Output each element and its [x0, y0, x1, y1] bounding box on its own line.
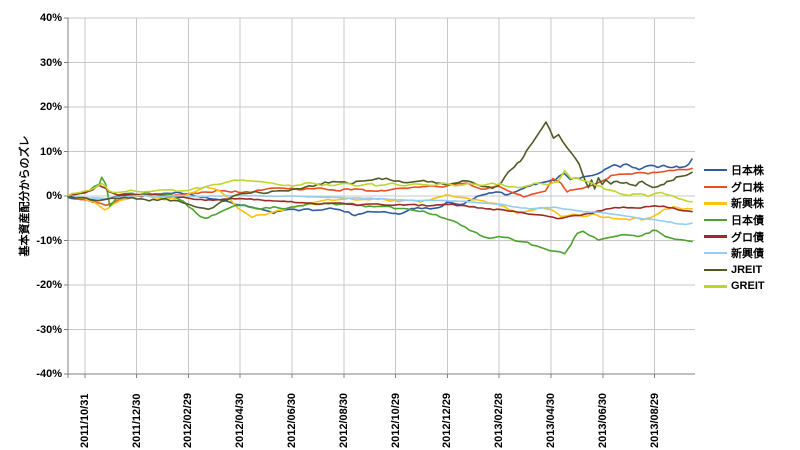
x-tick-label: 2012/08/30 [337, 392, 350, 448]
x-tick-label: 2012/06/30 [286, 392, 299, 448]
y-tick-label: -40% [36, 368, 62, 380]
legend-swatch-icon [704, 285, 727, 288]
legend-swatch-icon [704, 268, 727, 272]
legend-swatch-icon [704, 202, 727, 205]
legend-label: グロ債 [731, 231, 764, 244]
series-line-GREIT [67, 169, 693, 203]
series-line-新興債 [67, 194, 693, 226]
x-tick-label: 2013/08/29 [648, 392, 661, 448]
legend-label: グロ株 [731, 181, 764, 194]
y-tick-label: 0% [46, 190, 62, 202]
y-tick-label: 20% [39, 101, 62, 113]
legend-label: 新興債 [731, 248, 764, 261]
series-line-新興株 [67, 185, 693, 221]
legend-swatch-icon [704, 185, 727, 189]
legend-swatch-icon [704, 252, 727, 255]
legend-swatch-icon [704, 169, 727, 172]
series-line-日本債 [67, 176, 693, 255]
legend-swatch-icon [704, 218, 727, 222]
x-tick-label: 2012/02/29 [182, 392, 195, 448]
legend-item-グロ債: グロ債 [704, 228, 765, 245]
legend-item-グロ株: グロ株 [704, 179, 765, 196]
x-tick-label: 2011/12/30 [130, 393, 143, 448]
legend-label: JREIT [731, 263, 763, 276]
y-tick-label: 10% [39, 145, 62, 158]
x-tick-label: 2011/10/31 [78, 393, 91, 448]
legend-item-JREIT: JREIT [704, 262, 765, 279]
legend-label: 日本株 [731, 165, 764, 178]
legend-item-日本株: 日本株 [704, 162, 765, 179]
y-tick-label: 30% [39, 56, 62, 69]
legend-item-新興株: 新興株 [704, 195, 765, 212]
x-tick-label: 2012/12/29 [441, 392, 454, 448]
series-line-JREIT [67, 121, 693, 211]
legend-label: GREIT [731, 280, 765, 293]
y-tick-label: -30% [36, 323, 62, 336]
x-tick-label: 2013/02/28 [493, 392, 506, 448]
y-tick-label: -20% [36, 279, 62, 291]
x-tick-label: 2012/10/29 [389, 392, 402, 448]
legend-swatch-icon [704, 235, 727, 238]
x-tick-label: 2013/04/30 [544, 392, 557, 448]
x-tick-label: 2013/06/30 [596, 392, 609, 448]
y-tick-label: -10% [36, 234, 62, 247]
legend-label: 日本債 [731, 215, 764, 228]
y-tick-label: 40% [39, 12, 62, 24]
legend-label: 新興株 [731, 198, 764, 211]
legend-item-日本債: 日本債 [704, 212, 765, 229]
legend-item-GREIT: GREIT [704, 278, 765, 295]
legend-item-新興債: 新興債 [704, 245, 765, 262]
legend: 日本株グロ株新興株日本債グロ債新興債 JREIT GREIT [704, 162, 765, 295]
x-tick-label: 2012/04/30 [234, 392, 247, 448]
